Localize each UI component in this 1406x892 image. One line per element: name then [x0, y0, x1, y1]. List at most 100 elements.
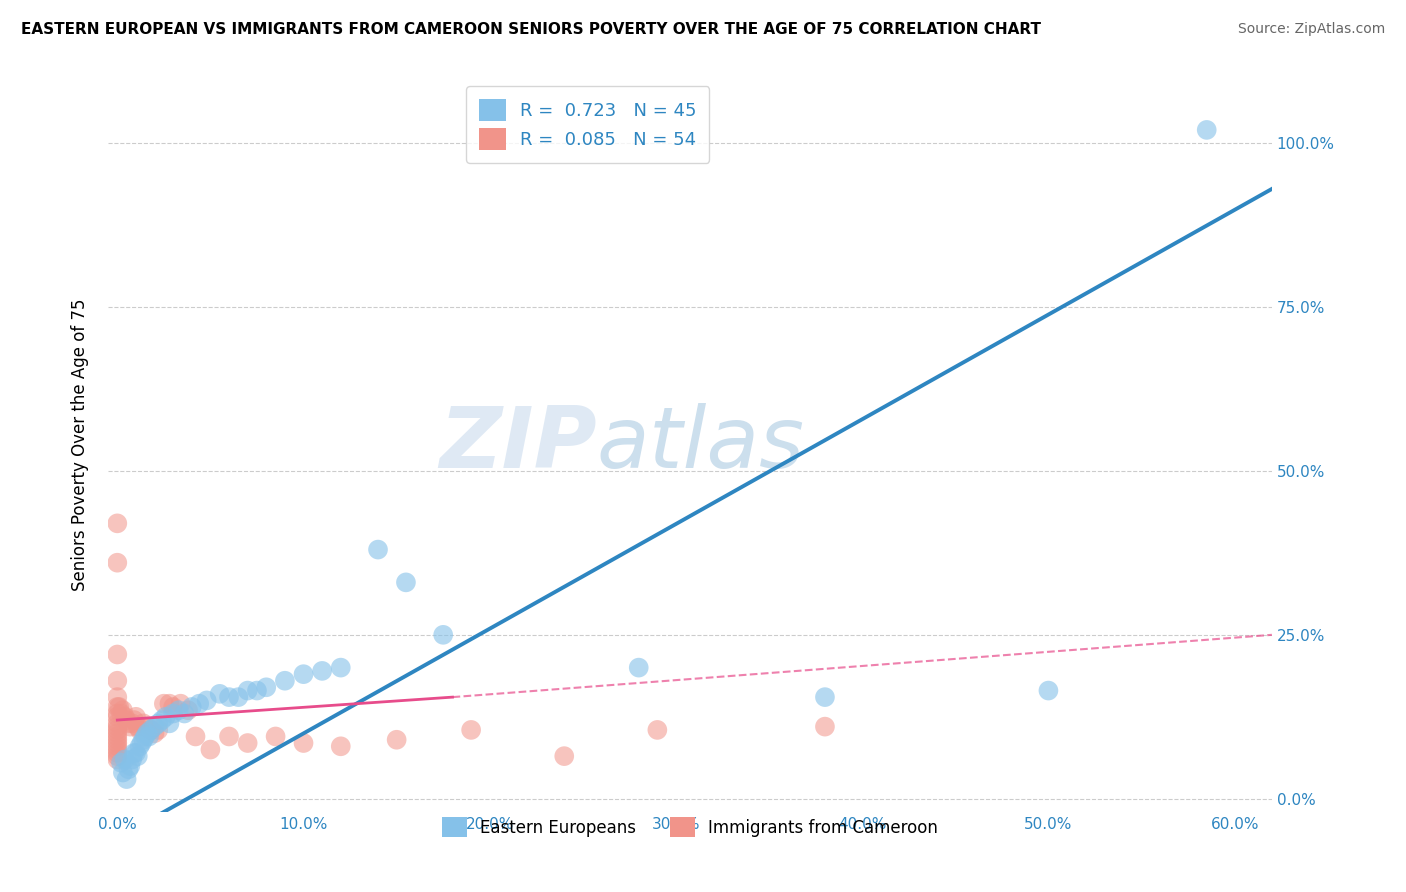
- Point: [228, 690, 250, 705]
- Point: [148, 723, 170, 737]
- Point: [460, 723, 482, 737]
- Text: atlas: atlas: [596, 403, 804, 486]
- Point: [127, 749, 149, 764]
- Point: [367, 542, 389, 557]
- Point: [105, 648, 128, 662]
- Point: [218, 730, 240, 744]
- Point: [117, 762, 139, 776]
- Point: [115, 772, 138, 786]
- Point: [1195, 123, 1218, 137]
- Point: [108, 700, 131, 714]
- Point: [121, 752, 143, 766]
- Point: [105, 752, 128, 766]
- Point: [105, 516, 128, 531]
- Point: [814, 720, 837, 734]
- Point: [264, 730, 287, 744]
- Point: [143, 726, 166, 740]
- Point: [159, 716, 181, 731]
- Point: [105, 739, 128, 754]
- Point: [553, 749, 575, 764]
- Point: [117, 716, 139, 731]
- Point: [169, 697, 191, 711]
- Point: [122, 713, 145, 727]
- Point: [120, 759, 142, 773]
- Point: [814, 690, 837, 705]
- Text: EASTERN EUROPEAN VS IMMIGRANTS FROM CAMEROON SENIORS POVERTY OVER THE AGE OF 75 : EASTERN EUROPEAN VS IMMIGRANTS FROM CAME…: [21, 22, 1040, 37]
- Point: [236, 683, 259, 698]
- Point: [150, 713, 173, 727]
- Point: [125, 746, 148, 760]
- Point: [218, 690, 240, 705]
- Point: [311, 664, 333, 678]
- Point: [155, 710, 177, 724]
- Point: [120, 720, 142, 734]
- Point: [105, 726, 128, 740]
- Point: [148, 716, 170, 731]
- Point: [136, 720, 159, 734]
- Point: [111, 703, 134, 717]
- Point: [114, 710, 136, 724]
- Point: [128, 739, 150, 754]
- Point: [162, 706, 184, 721]
- Point: [647, 723, 669, 737]
- Point: [105, 730, 128, 744]
- Text: ZIP: ZIP: [439, 403, 596, 486]
- Point: [134, 730, 156, 744]
- Text: Source: ZipAtlas.com: Source: ZipAtlas.com: [1237, 22, 1385, 37]
- Point: [385, 732, 408, 747]
- Point: [184, 730, 207, 744]
- Y-axis label: Seniors Poverty Over the Age of 75: Seniors Poverty Over the Age of 75: [72, 299, 89, 591]
- Point: [159, 697, 181, 711]
- Point: [128, 723, 150, 737]
- Point: [115, 713, 138, 727]
- Point: [110, 706, 132, 721]
- Point: [105, 736, 128, 750]
- Point: [105, 716, 128, 731]
- Point: [138, 730, 160, 744]
- Point: [105, 673, 128, 688]
- Point: [105, 742, 128, 756]
- Point: [627, 660, 650, 674]
- Point: [139, 723, 162, 737]
- Point: [110, 756, 132, 770]
- Point: [139, 723, 162, 737]
- Point: [292, 736, 315, 750]
- Point: [114, 752, 136, 766]
- Point: [329, 739, 352, 754]
- Point: [246, 683, 269, 698]
- Point: [200, 742, 222, 756]
- Point: [131, 736, 153, 750]
- Point: [132, 716, 155, 731]
- Point: [121, 716, 143, 731]
- Point: [122, 746, 145, 760]
- Point: [167, 703, 190, 717]
- Point: [254, 680, 277, 694]
- Point: [180, 700, 202, 714]
- Point: [111, 765, 134, 780]
- Point: [329, 660, 352, 674]
- Point: [432, 628, 454, 642]
- Point: [105, 700, 128, 714]
- Point: [236, 736, 259, 750]
- Point: [188, 697, 211, 711]
- Point: [173, 706, 195, 721]
- Point: [105, 690, 128, 705]
- Point: [105, 720, 128, 734]
- Point: [1038, 683, 1060, 698]
- Point: [105, 556, 128, 570]
- Point: [292, 667, 315, 681]
- Point: [136, 726, 159, 740]
- Point: [105, 706, 128, 721]
- Point: [125, 710, 148, 724]
- Point: [195, 693, 218, 707]
- Point: [395, 575, 418, 590]
- Point: [177, 703, 200, 717]
- Point: [105, 710, 128, 724]
- Point: [274, 673, 297, 688]
- Point: [127, 720, 149, 734]
- Point: [143, 720, 166, 734]
- Point: [105, 723, 128, 737]
- Point: [208, 687, 231, 701]
- Legend: Eastern Europeans, Immigrants from Cameroon: Eastern Europeans, Immigrants from Camer…: [436, 810, 945, 844]
- Point: [105, 749, 128, 764]
